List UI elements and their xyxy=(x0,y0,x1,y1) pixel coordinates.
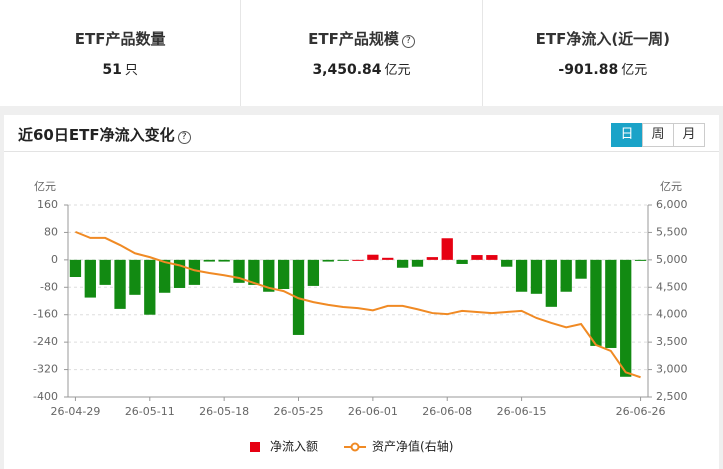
card-value: -901.88 亿元 xyxy=(483,59,723,78)
x-tick-label: 26-06-01 xyxy=(348,405,398,418)
bar xyxy=(471,255,483,260)
x-tick-label: 26-06-26 xyxy=(616,405,666,418)
period-tabs: 日周月 xyxy=(611,123,705,147)
y2-tick-label: 6,000 xyxy=(656,198,688,211)
y-tick-label: -80 xyxy=(40,280,58,293)
card-value: 51 只 xyxy=(0,59,240,78)
y2-tick-label: 2,500 xyxy=(656,390,688,403)
y-tick-label: 0 xyxy=(51,253,58,266)
legend-marker xyxy=(250,442,260,452)
y-tick-label: -160 xyxy=(33,308,58,321)
bar xyxy=(218,259,230,262)
bar xyxy=(129,259,141,295)
bar xyxy=(396,259,409,268)
bar xyxy=(411,259,424,267)
bar xyxy=(426,257,439,260)
unit: 亿元 xyxy=(384,63,411,78)
value: 51 xyxy=(102,62,122,78)
bar xyxy=(144,259,156,315)
legend-label: 资产净值(右轴) xyxy=(372,439,453,454)
x-tick-label: 26-05-25 xyxy=(274,405,324,418)
card: ETF产品数量 51 只 xyxy=(0,0,240,106)
x-tick-label: 26-05-11 xyxy=(125,405,175,418)
bar xyxy=(441,238,453,260)
bar xyxy=(322,259,334,262)
bar xyxy=(188,259,201,285)
unit: 只 xyxy=(124,63,138,78)
bar xyxy=(501,259,513,267)
card-label: ETF净流入(近一周) xyxy=(535,30,671,48)
y-tick-label: 80 xyxy=(44,225,58,238)
bar xyxy=(367,254,379,260)
bar xyxy=(605,259,617,348)
bar xyxy=(277,259,290,289)
bar xyxy=(173,259,186,288)
card: ETF产品规模? 3,450.84 亿元 xyxy=(240,0,481,106)
bar xyxy=(545,259,557,307)
card-label: ETF产品数量 xyxy=(74,30,166,48)
bar xyxy=(382,257,394,260)
bar xyxy=(590,259,602,346)
bar xyxy=(515,259,528,292)
y2-tick-label: 3,500 xyxy=(656,335,688,348)
bar xyxy=(530,259,543,294)
y-tick-label: -320 xyxy=(33,363,58,376)
y2-tick-label: 5,500 xyxy=(656,225,688,238)
y2-tick-label: 4,500 xyxy=(656,280,688,293)
title: 近60日ETF净流入变化 xyxy=(18,126,175,144)
bar xyxy=(456,259,468,264)
panel-header: 近60日ETF净流入变化? 日周月 xyxy=(4,115,719,152)
summary-cards: ETF产品数量 51 只 ETF产品规模? 3,450.84 亿元 ETF净流入(近… xyxy=(0,0,723,106)
legend-marker xyxy=(350,442,360,452)
value: 3,450.84 xyxy=(312,62,382,78)
bar xyxy=(99,259,111,285)
bar xyxy=(620,259,632,377)
bar xyxy=(263,259,275,292)
bar xyxy=(233,259,245,283)
label: ETF产品规模 xyxy=(308,30,399,48)
y-unit: 亿元 xyxy=(34,180,56,193)
bar xyxy=(486,255,498,260)
tab[interactable]: 月 xyxy=(673,123,705,147)
bar xyxy=(634,259,647,261)
unit: 亿元 xyxy=(621,63,648,78)
bar xyxy=(307,259,320,286)
card: ETF净流入(近一周) -901.88 亿元 xyxy=(481,0,723,106)
line xyxy=(75,230,641,379)
bar xyxy=(560,259,572,292)
x-tick-label: 26-06-08 xyxy=(422,405,472,418)
bar xyxy=(159,259,171,293)
card-label: ETF产品规模? xyxy=(241,28,481,49)
bar xyxy=(352,259,364,261)
y2-tick-label: 5,000 xyxy=(656,253,688,266)
bar xyxy=(69,259,82,277)
bar xyxy=(248,259,260,285)
y-tick-label: -240 xyxy=(33,335,58,348)
bar xyxy=(84,259,96,298)
chart-title: 近60日ETF净流入变化? xyxy=(18,124,191,145)
info-icon[interactable]: ? xyxy=(401,35,415,48)
value: -901.88 xyxy=(558,62,619,78)
y2-tick-label: 4,000 xyxy=(656,308,688,321)
bar xyxy=(203,259,215,262)
info-icon[interactable]: ? xyxy=(177,131,191,144)
bar xyxy=(575,259,587,279)
bar xyxy=(114,259,126,309)
x-tick-label: 26-04-29 xyxy=(50,405,100,418)
bar xyxy=(337,259,349,261)
y-tick-label: -400 xyxy=(33,390,58,403)
legend-label: 净流入额 xyxy=(270,440,318,454)
card-value: 3,450.84 亿元 xyxy=(241,59,481,78)
x-tick-label: 26-05-18 xyxy=(199,405,249,418)
y2-unit: 亿元 xyxy=(660,180,682,193)
y-tick-label: 160 xyxy=(37,198,58,211)
y2-tick-label: 3,000 xyxy=(656,363,688,376)
x-tick-label: 26-06-15 xyxy=(497,405,547,418)
